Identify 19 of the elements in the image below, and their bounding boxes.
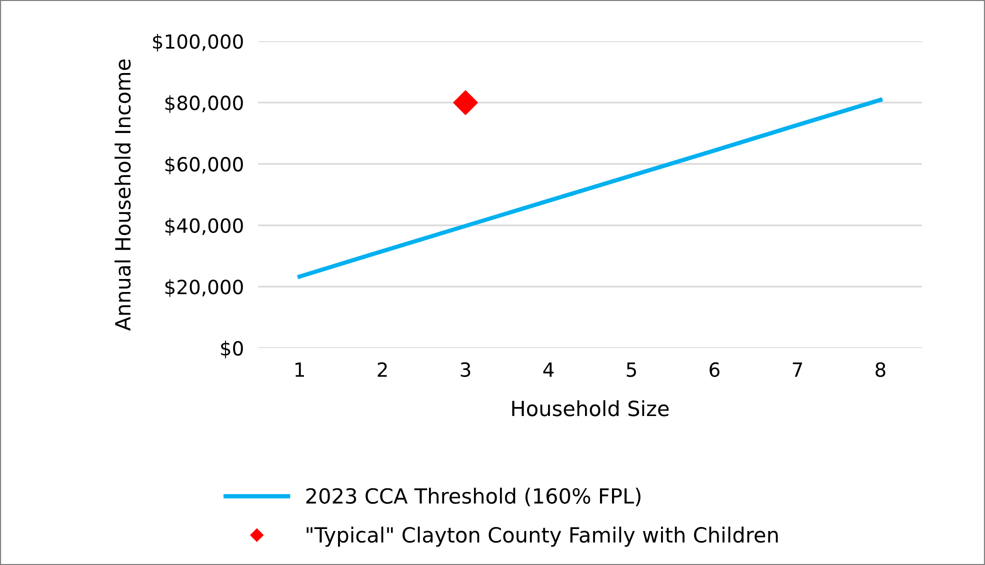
y-tick-label: $100,000 — [153, 34, 243, 52]
x-tick-label: 5 — [626, 362, 636, 377]
x-tick-label: 8 — [876, 362, 886, 377]
y-tick-label: $20,000 — [165, 279, 243, 297]
x-tick-label: 7 — [792, 362, 802, 377]
x-tick-label: 6 — [710, 362, 720, 377]
x-tick-label: 1 — [296, 362, 304, 377]
y-axis-title: Annual Household Income — [114, 59, 131, 331]
legend-label: 2023 CCA Threshold (160% FPL) — [306, 488, 640, 506]
x-tick-label: 2 — [378, 362, 387, 377]
x-tick-label: 3 — [460, 362, 470, 377]
y-tick-label: $60,000 — [165, 156, 243, 174]
y-tick-label: $40,000 — [165, 218, 243, 236]
legend-label: "Typical" Clayton County Family with Children — [306, 526, 778, 547]
line-series — [297, 98, 883, 279]
y-tick-label: $0 — [221, 340, 243, 358]
x-tick-label: 4 — [543, 362, 554, 377]
x-axis-title: Household Size — [512, 400, 669, 416]
y-tick-label: $80,000 — [165, 95, 243, 113]
